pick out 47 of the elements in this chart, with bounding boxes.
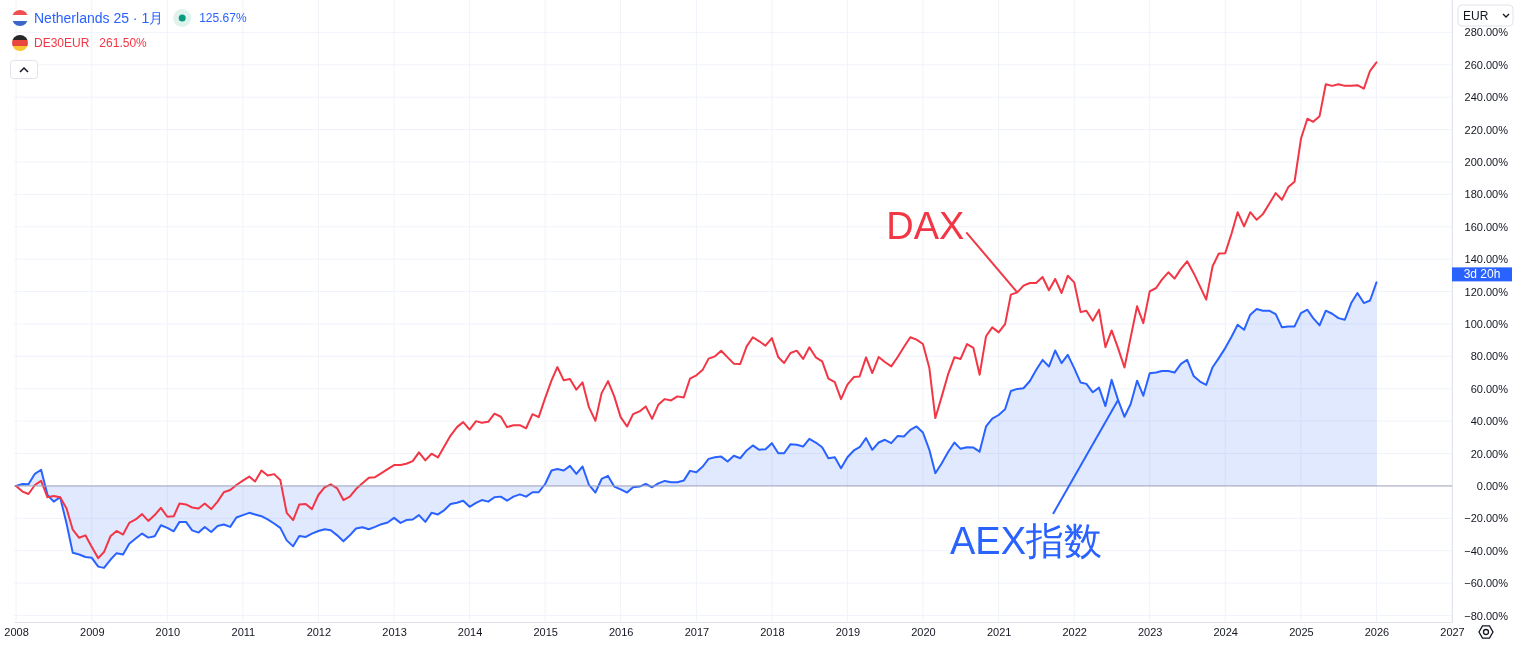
x-tick-label: 2020 xyxy=(911,625,936,638)
x-tick-label: 2014 xyxy=(457,625,483,638)
legend-label: Netherlands 25 · 1月 xyxy=(34,10,164,26)
x-tick-label: 2026 xyxy=(1364,625,1390,638)
y-tick-label: 280.00% xyxy=(1464,26,1509,39)
text: EUR xyxy=(1463,8,1489,23)
text: 3d 20h xyxy=(1463,267,1501,282)
x-tick-label: 2010 xyxy=(155,625,181,638)
y-tick-label: 240.00% xyxy=(1464,91,1509,104)
y-tick-label: −40.00% xyxy=(1464,544,1509,557)
x-tick-label: 2025 xyxy=(1289,625,1314,638)
x-tick-label: 2009 xyxy=(80,625,105,638)
x-tick-label: 2016 xyxy=(608,625,634,638)
x-tick-label: 2023 xyxy=(1137,625,1163,638)
y-tick-label: 200.00% xyxy=(1464,156,1509,168)
annotation: 125.67% xyxy=(199,11,247,25)
x-tick-label: 2012 xyxy=(306,625,332,638)
x-tick-label: 2027 xyxy=(1440,625,1465,638)
y-tick-label: −20.00% xyxy=(1464,512,1509,525)
x-tick-label: 2011 xyxy=(231,625,256,638)
annotation: DAX xyxy=(886,205,965,248)
y-tick-label: 160.00% xyxy=(1464,220,1509,233)
y-tick-label: 140.00% xyxy=(1464,253,1509,266)
annotation: AEX指数 xyxy=(950,519,1103,562)
x-tick-label: 2021 xyxy=(986,625,1012,638)
y-tick-label: 0.00% xyxy=(1476,479,1509,492)
y-tick-label: −60.00% xyxy=(1464,577,1509,590)
y-tick-label: 100.00% xyxy=(1464,317,1509,330)
y-tick-label: 180.00% xyxy=(1464,188,1509,201)
y-tick-label: 40.00% xyxy=(1470,415,1509,428)
x-tick-label: 2022 xyxy=(1062,625,1087,638)
y-tick-label: −80.00% xyxy=(1464,609,1509,622)
x-tick-label: 2019 xyxy=(835,625,861,638)
annotation: 261.50% xyxy=(99,36,148,50)
y-tick-label: 20.00% xyxy=(1470,447,1509,460)
x-tick-label: 2008 xyxy=(4,625,29,638)
x-tick-label: 2024 xyxy=(1213,625,1238,638)
y-tick-label: 220.00% xyxy=(1464,123,1509,136)
y-tick-label: 120.00% xyxy=(1464,285,1509,298)
y-tick-label: 60.00% xyxy=(1470,382,1509,395)
x-tick-label: 2015 xyxy=(533,625,558,638)
x-tick-label: 2013 xyxy=(382,625,407,638)
y-tick-label: 80.00% xyxy=(1470,350,1509,363)
x-tick-label: 2018 xyxy=(760,625,785,638)
legend-label: DE30EUR xyxy=(34,36,90,50)
x-tick-label: 2017 xyxy=(684,625,710,638)
y-tick-label: 260.00% xyxy=(1464,58,1509,71)
